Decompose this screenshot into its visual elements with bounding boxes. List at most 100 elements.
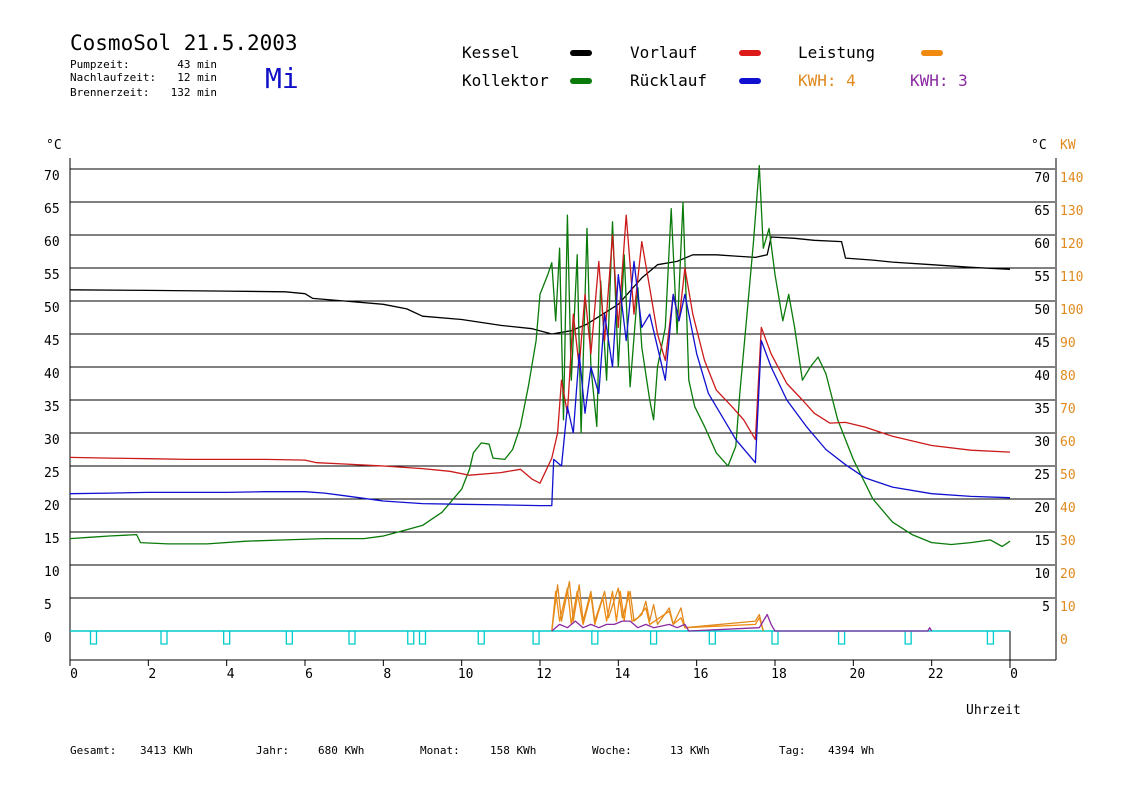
kw-tick: 20: [1060, 567, 1076, 582]
y-tick-left: 15: [44, 532, 60, 547]
y-tick-right: 60: [1034, 237, 1050, 252]
series-kessel: [69, 236, 1011, 335]
y-tick-right: 10: [1034, 567, 1050, 582]
plot-area: [69, 165, 1011, 645]
series-leistung: [551, 587, 764, 632]
weekday-label: Mi: [265, 62, 299, 95]
kw-tick: 50: [1060, 468, 1076, 483]
woche-value: 13 KWh: [670, 744, 710, 757]
y-tick-right: 5: [1042, 600, 1050, 615]
legend-ruecklauf-label: Rücklauf: [630, 71, 707, 90]
pump-pulse: [771, 631, 779, 645]
pump-pulse: [477, 631, 485, 645]
y-tick-right: 65: [1034, 204, 1050, 219]
pump-pulse: [986, 631, 995, 645]
kw-tick: 80: [1060, 369, 1076, 384]
runtime-info: Pumpzeit: 43 min Nachlaufzeit: 12 min Br…: [70, 58, 217, 99]
kw-tick: 70: [1060, 402, 1076, 417]
nachlaufzeit-value: 12 min: [177, 71, 217, 84]
brennerzeit-label: Brennerzeit:: [70, 86, 149, 99]
x-tick-label: 10: [458, 667, 474, 682]
x-tick-label: 18: [771, 667, 787, 682]
tag-label: Tag:: [779, 744, 806, 757]
pump-pulse: [591, 631, 599, 645]
brennerzeit-value: 132 min: [171, 86, 217, 99]
gesamt-value: 3413 KWh: [140, 744, 193, 757]
kw-axis-unit: KW: [1060, 138, 1076, 153]
kw-tick: 90: [1060, 336, 1076, 351]
y-tick-left: 60: [44, 235, 60, 250]
kw-tick: 10: [1060, 600, 1076, 615]
x-tick-label: 8: [383, 667, 391, 682]
y-tick-labels: 0 5 10 15 20 25 30 35 40 45 50 55 60 65 70 5 10 15 20 25 30 3…: [44, 169, 1083, 648]
pump-pulse: [649, 631, 658, 645]
x-tick-label: 0: [1010, 667, 1018, 682]
jahr-value: 680 KWh: [318, 744, 364, 757]
y-tick-right: 70: [1034, 171, 1050, 186]
x-tick-label: 12: [536, 667, 552, 682]
y-tick-left: 20: [44, 499, 60, 514]
y-axis-unit-right: °C: [1031, 138, 1047, 153]
pump-pulse: [285, 631, 293, 645]
kw-tick: 110: [1060, 270, 1083, 285]
legend-kwh-b: KWH: 3: [910, 71, 968, 90]
nachlaufzeit-label: Nachlaufzeit:: [70, 71, 156, 84]
pump-pulse: [708, 631, 716, 645]
x-tick-label: 22: [928, 667, 944, 682]
legend: Kessel Kollektor Vorlauf Rücklauf Leistu…: [462, 43, 968, 90]
pump-pulse: [837, 631, 846, 645]
legend-kollektor-label: Kollektor: [462, 71, 549, 90]
y-tick-left: 70: [44, 169, 60, 184]
series-kwh_a: [551, 580, 764, 632]
series-kwh_b: [551, 613, 933, 632]
x-tick-label: 0: [70, 667, 78, 682]
x-tick-label: 16: [693, 667, 709, 682]
monat-label: Monat:: [420, 744, 460, 757]
pumpzeit-label: Pumpzeit:: [70, 58, 130, 71]
series-ruecklauf: [69, 260, 1011, 507]
legend-leistung-label: Leistung: [798, 43, 875, 62]
gesamt-label: Gesamt:: [70, 744, 116, 757]
energy-totals: Gesamt: 3413 KWh Jahr: 680 KWh Monat: 15…: [70, 744, 874, 757]
y-tick-left: 30: [44, 433, 60, 448]
kw-tick: 40: [1060, 501, 1076, 516]
y-tick-right: 15: [1034, 534, 1050, 549]
y-tick-left: 25: [44, 466, 60, 481]
x-tick-label: 6: [305, 667, 313, 682]
y-tick-right: 30: [1034, 435, 1050, 450]
monat-value: 158 KWh: [490, 744, 536, 757]
x-tick-label: 2: [148, 667, 156, 682]
kw-tick: 120: [1060, 237, 1083, 252]
pump-pulse: [160, 631, 168, 645]
y-tick-left: 45: [44, 334, 60, 349]
pump-pulse: [532, 631, 540, 645]
kw-tick: 60: [1060, 435, 1076, 450]
kw-tick: 30: [1060, 534, 1076, 549]
x-tick-label: 14: [615, 667, 631, 682]
y-tick-left: 5: [44, 598, 52, 613]
pumpzeit-value: 43 min: [177, 58, 217, 71]
chart-title: CosmoSol 21.5.2003: [70, 31, 298, 55]
x-tick-labels: 0 2 4 6 8 10 12 14 16 18 20 22 0: [69, 660, 1018, 682]
tag-value: 4394 Wh: [828, 744, 874, 757]
x-axis-label: Uhrzeit: [966, 703, 1021, 718]
y-tick-right: 25: [1034, 468, 1050, 483]
legend-vorlauf-label: Vorlauf: [630, 43, 697, 62]
y-axis-unit-left: °C: [46, 138, 62, 153]
y-tick-left: 50: [44, 301, 60, 316]
y-tick-right: 55: [1034, 270, 1050, 285]
y-tick-left: 65: [44, 202, 60, 217]
pump-pulse: [418, 631, 427, 645]
legend-kessel-label: Kessel: [462, 43, 520, 62]
y-tick-left: 10: [44, 565, 60, 580]
kw-tick: 100: [1060, 303, 1083, 318]
pump-pulse: [223, 631, 231, 645]
y-tick-right: 40: [1034, 369, 1050, 384]
y-tick-left: 35: [44, 400, 60, 415]
y-tick-right: 20: [1034, 501, 1050, 516]
x-tick-label: 4: [227, 667, 235, 682]
pump-pulse: [407, 631, 415, 645]
y-tick-left: 40: [44, 367, 60, 382]
y-tick-right: 45: [1034, 336, 1050, 351]
